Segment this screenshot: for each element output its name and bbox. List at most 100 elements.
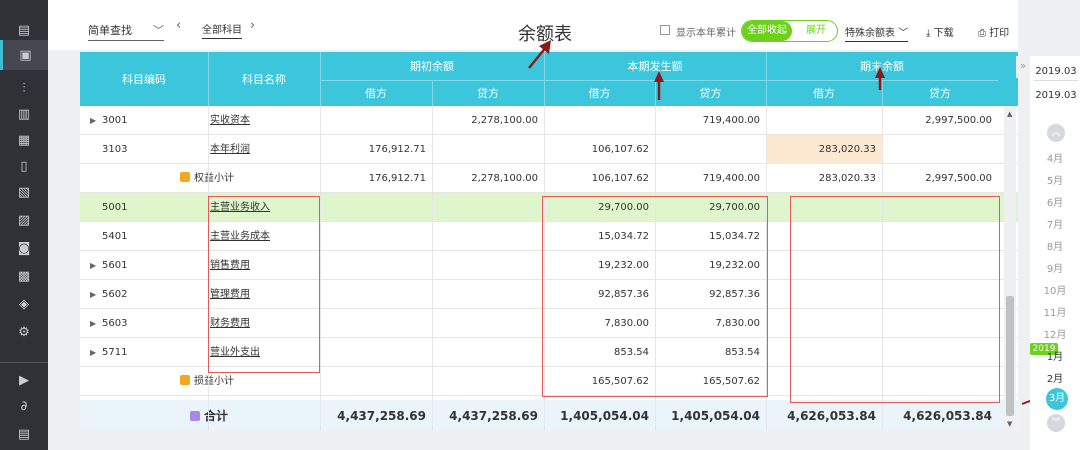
panel-collapse-icon[interactable]: » — [1016, 56, 1030, 78]
printer-icon: ⎙ — [978, 28, 986, 39]
month-item[interactable]: 2月 — [1046, 374, 1064, 385]
cell-name-link[interactable]: 主营业务收入 — [210, 193, 318, 222]
book-icon[interactable]: ▯ — [20, 158, 28, 174]
subtotal-row[interactable]: 权益小计 176,912.71 2,278,100.00 106,107.62 719,… — [80, 164, 1018, 193]
table-header: 科目编码 科目名称 期初余额 本期发生额 期末余额 借方 贷方 借方 贷方 借方… — [80, 52, 1018, 106]
header-divider — [432, 80, 433, 106]
cell-name-link[interactable]: 销售费用 — [210, 251, 318, 280]
chart-icon[interactable]: ⫶ — [22, 80, 26, 96]
cell-open-c — [432, 135, 544, 164]
table-row[interactable]: ▶ 5601 销售费用 19,232.00 19,232.00 — [80, 251, 1018, 280]
shield-icon[interactable]: ◈ — [19, 296, 29, 312]
cell-name-text: 管理费用 — [210, 289, 250, 300]
table-row[interactable]: 5001 主营业务收入 29,700.00 29,700.00 — [80, 193, 1018, 222]
scroll-down-icon[interactable]: ▼ — [1007, 420, 1013, 428]
print-button[interactable]: ⎙ 打印 — [978, 24, 1009, 39]
total-icon — [190, 411, 200, 421]
table-row[interactable]: ▶ 5602 管理费用 92,857.36 92,857.36 — [80, 280, 1018, 309]
special-balance-select[interactable]: 特殊余额表 ﹀ — [845, 24, 909, 42]
total-close-d: 4,626,053.84 — [787, 409, 876, 423]
subject-scope-selector[interactable]: 全部科目 — [202, 21, 242, 39]
column-divider — [766, 106, 767, 430]
period-from[interactable]: 2019.03 — [1034, 66, 1078, 81]
expand-button[interactable]: 展开 — [806, 25, 826, 36]
link-icon[interactable]: ∂ — [20, 398, 28, 414]
dashboard-icon[interactable]: ▤ — [17, 22, 31, 38]
video-icon[interactable]: ▶ — [19, 372, 29, 388]
table-row[interactable]: ▶ 5711 营业外支出 853.54 853.54 — [80, 338, 1018, 367]
scrollbar-thumb[interactable] — [1006, 296, 1014, 416]
cell-name-link[interactable]: 营业外支出 — [210, 338, 318, 367]
month-item[interactable]: 5月 — [1046, 176, 1064, 187]
cell-name-text: 实收资本 — [210, 115, 250, 126]
cell-name-link[interactable]: 主营业务成本 — [210, 222, 318, 251]
cell-name-link[interactable]: 本年利润 — [210, 135, 318, 164]
column-divider — [544, 106, 545, 430]
column-divider — [882, 106, 883, 430]
show-ytd-checkbox[interactable] — [660, 25, 670, 35]
cell-per-d — [544, 106, 655, 135]
month-item[interactable]: 1月 — [1046, 352, 1064, 363]
annotation-box-period — [542, 196, 768, 397]
month-item[interactable]: 4月 — [1046, 154, 1064, 165]
month-item[interactable]: 11月 — [1043, 308, 1067, 319]
expand-row-icon[interactable]: ▶ — [90, 348, 97, 357]
cell-name-link[interactable]: 管理费用 — [210, 280, 318, 309]
invoice-icon[interactable]: ▨ — [17, 212, 31, 228]
month-selected[interactable]: 3月 — [1046, 388, 1068, 410]
subtotal-row[interactable]: 损益小计 165,507.62 165,507.62 — [80, 367, 1018, 396]
cell-name-text: 本年利润 — [210, 144, 250, 155]
stamp-icon[interactable]: ◙ — [17, 240, 31, 256]
month-item[interactable]: 9月 — [1046, 264, 1064, 275]
header-closing: 期末余额 — [860, 60, 904, 73]
search-mode-select[interactable]: 简单查找 ﹀ — [88, 22, 164, 41]
chevron-right-icon[interactable]: › — [250, 18, 256, 33]
cell-open-d: 176,912.71 — [368, 144, 426, 155]
receipt-icon[interactable]: ▩ — [17, 268, 31, 284]
table-row[interactable]: 5401 主营业务成本 15,034.72 15,034.72 — [80, 222, 1018, 251]
cell-per-c: 7,830.00 — [715, 318, 760, 329]
cell-open-c — [432, 367, 544, 396]
table-row[interactable]: 3103 本年利润 176,912.71 106,107.62 283,020.33 — [80, 135, 1018, 164]
collapse-all-button[interactable]: 全部收起 — [742, 21, 792, 41]
cell-subtotal-label: 权益小计 — [180, 164, 318, 193]
download-label: 下载 — [933, 28, 954, 39]
cell-open-c — [432, 309, 544, 338]
collapse-expand-toggle: 全部收起 展开 — [741, 20, 838, 42]
scroll-up-icon[interactable]: ▲ — [1007, 110, 1013, 118]
period-to[interactable]: 2019.03 — [1035, 90, 1077, 101]
table-scrollbar[interactable]: ▲ ▼ — [1004, 106, 1016, 430]
cell-name-text: 财务费用 — [210, 318, 250, 329]
header-divider — [208, 52, 209, 106]
cell-open-d — [320, 309, 432, 338]
expand-row-icon[interactable]: ▶ — [90, 261, 97, 270]
expand-row-icon[interactable]: ▶ — [90, 319, 97, 328]
chevron-down-icon[interactable]: ︾ — [1047, 414, 1065, 432]
expand-row-icon[interactable]: ▶ — [90, 116, 97, 125]
cell-code: 3103 — [102, 144, 128, 155]
month-item[interactable]: 6月 — [1046, 198, 1064, 209]
month-item[interactable]: 12月 — [1043, 330, 1067, 341]
expand-row-icon[interactable]: ▶ — [90, 290, 97, 299]
chevron-left-icon[interactable]: ‹ — [176, 18, 182, 33]
calendar-icon[interactable]: ▦ — [17, 132, 31, 148]
chevron-up-icon[interactable]: ︽ — [1047, 124, 1065, 142]
voucher-icon[interactable]: ▣ — [0, 40, 48, 70]
settings-icon[interactable]: ⚙ — [18, 324, 30, 340]
report-icon[interactable]: ▧ — [17, 184, 31, 200]
month-item[interactable]: 10月 — [1043, 286, 1067, 297]
month-item[interactable]: 8月 — [1046, 242, 1064, 253]
cell-open-d: 176,912.71 — [368, 173, 426, 184]
table-row[interactable]: ▶ 3001 实收资本 2,278,100.00 719,400.00 2,997,500… — [80, 106, 1018, 135]
download-button[interactable]: ⤓ 下载 — [926, 24, 954, 39]
cell-name-link[interactable]: 实收资本 — [210, 106, 318, 135]
cell-per-d: 106,107.62 — [591, 144, 649, 155]
month-item[interactable]: 7月 — [1046, 220, 1064, 231]
cell-per-c: 92,857.36 — [709, 289, 760, 300]
document-icon[interactable]: ▤ — [17, 426, 31, 442]
header-divider — [766, 52, 767, 106]
cell-name-link[interactable]: 财务费用 — [210, 309, 318, 338]
ledger-icon[interactable]: ▥ — [17, 106, 31, 122]
table-row[interactable]: ▶ 5603 财务费用 7,830.00 7,830.00 — [80, 309, 1018, 338]
header-closing-credit: 贷方 — [929, 87, 951, 100]
